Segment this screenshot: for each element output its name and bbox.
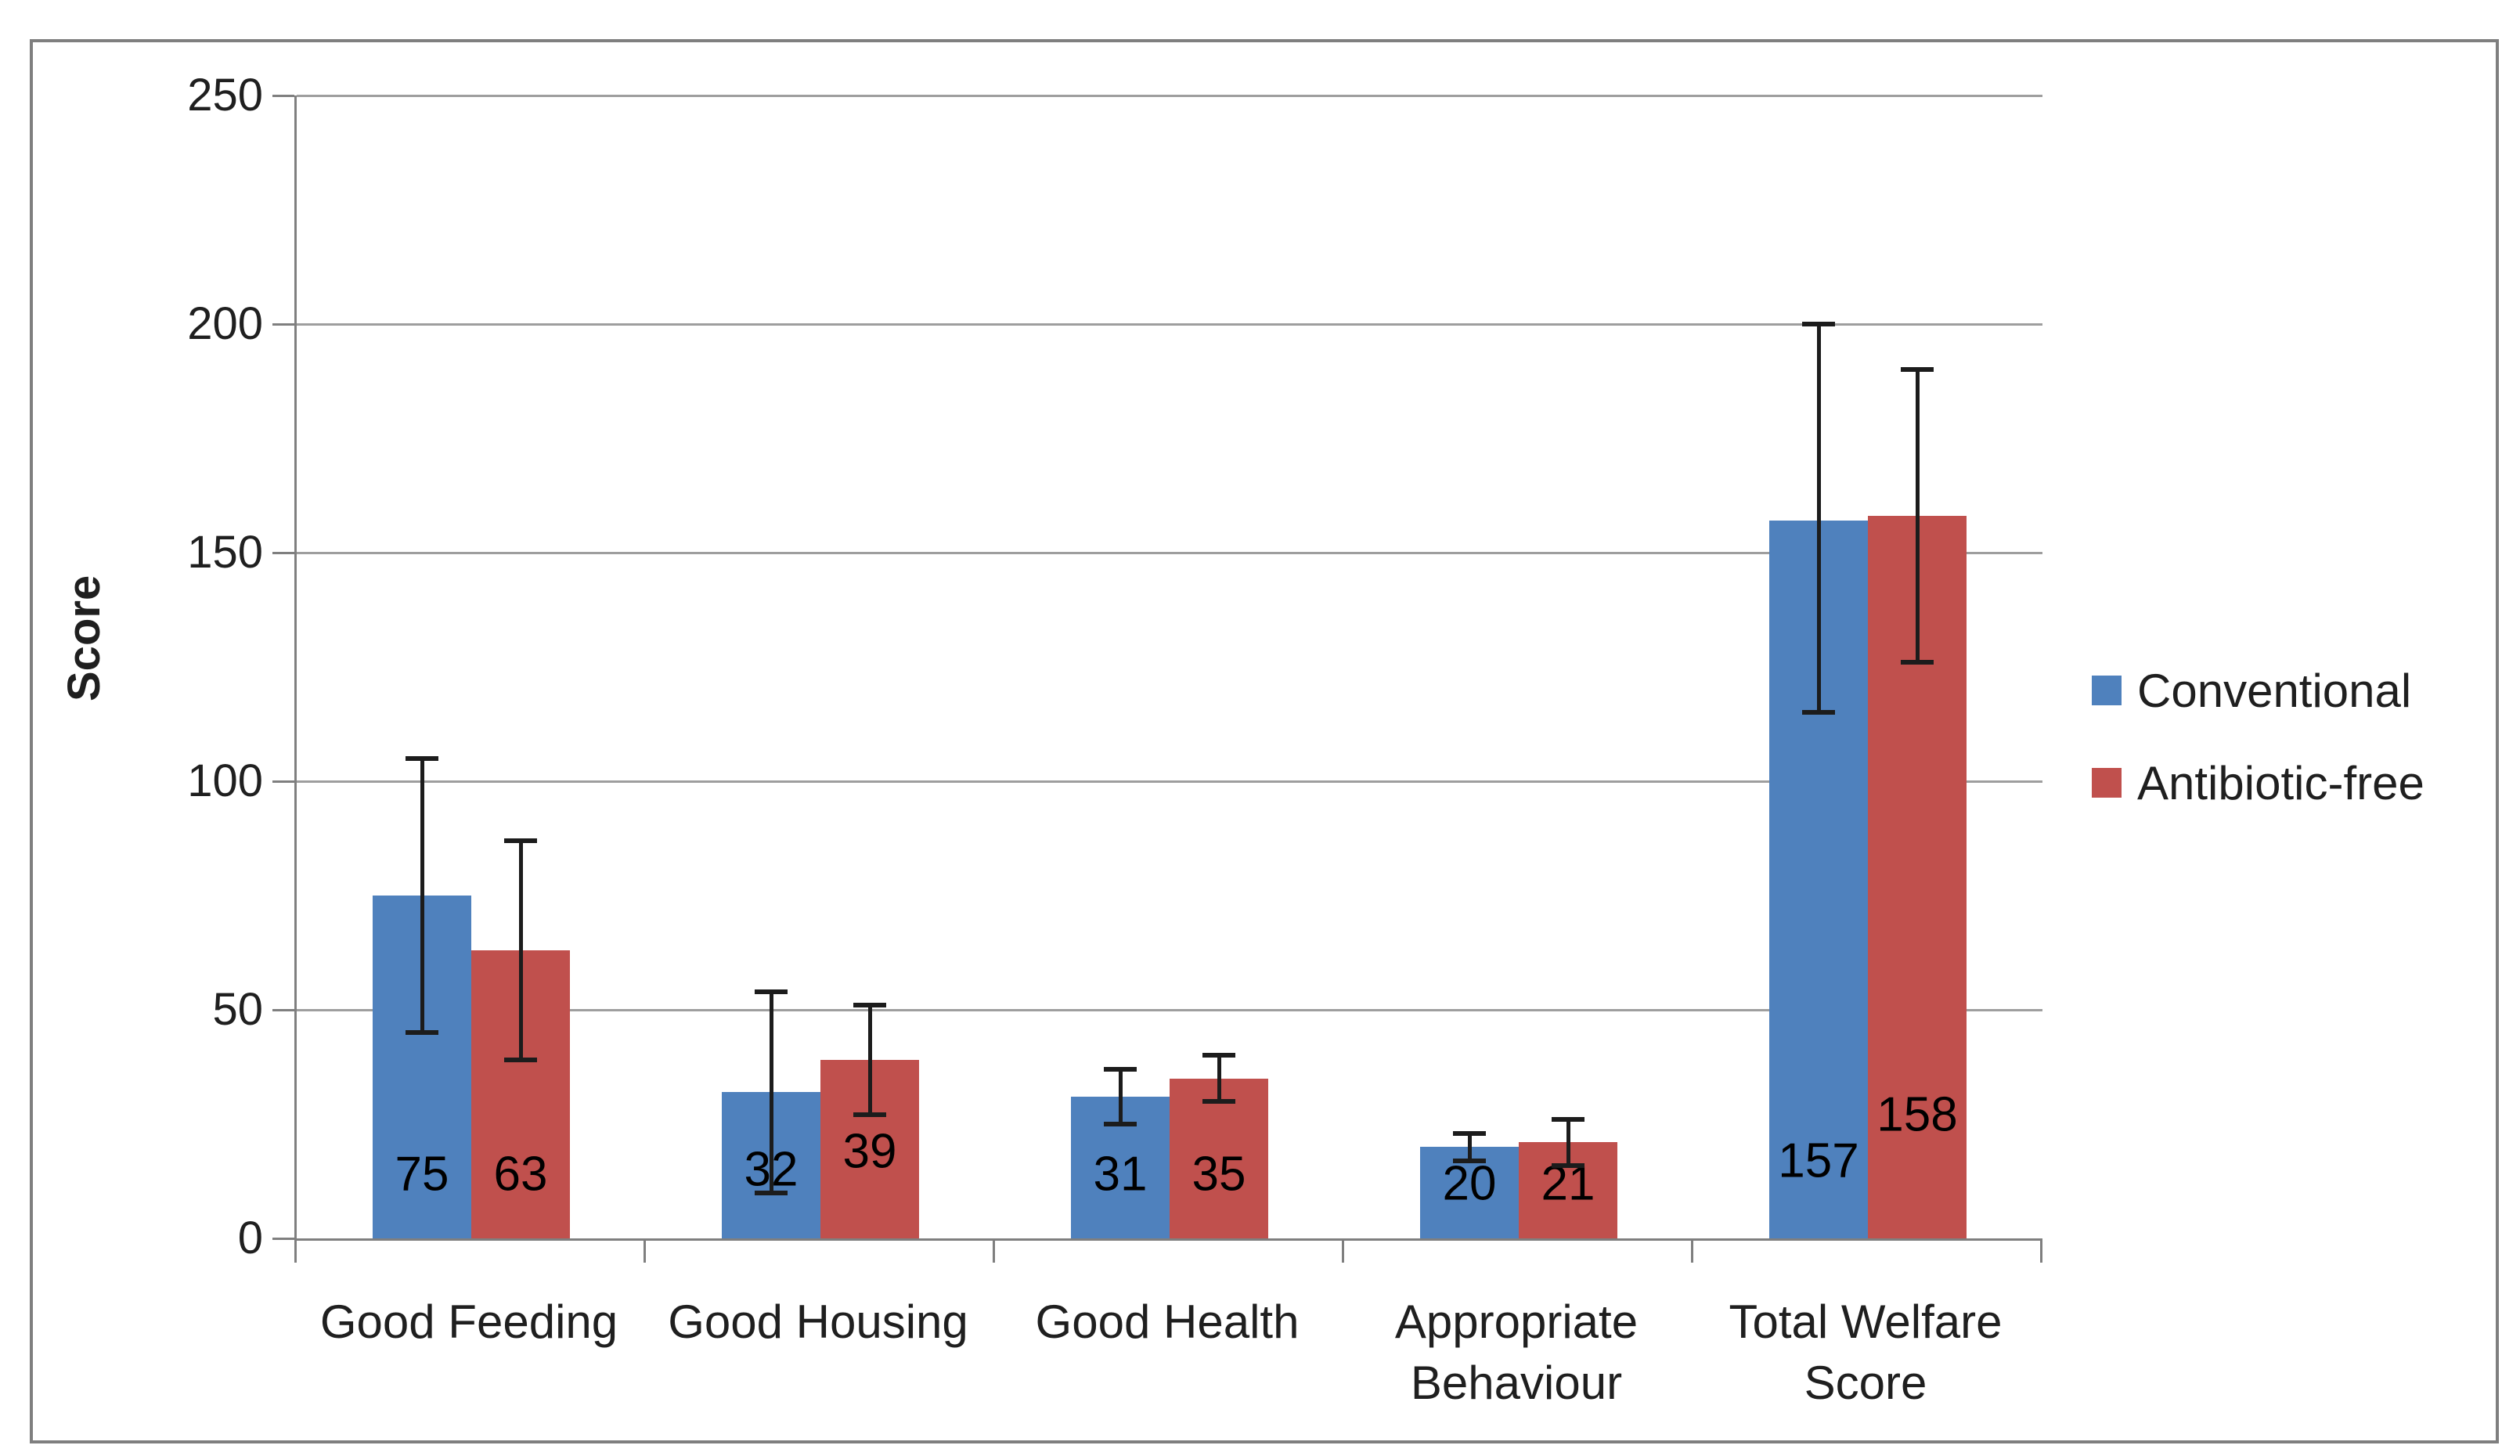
error-cap-bottom-conventional-appropriate-behaviour — [1453, 1158, 1486, 1163]
bar-group-total-welfare-score: 157 158 — [1693, 96, 2042, 1238]
legend-swatch-antibiotic-free — [2092, 768, 2122, 798]
y-tick-label-100: 100 — [187, 755, 263, 806]
error-bar-antibiotic-free-good-feeding — [518, 840, 523, 1061]
x-axis-tick-5 — [2040, 1241, 2042, 1263]
bar-value-label-antibiotic-free-total-welfare-score: 158 — [1876, 1087, 1958, 1142]
x-axis-tick-0 — [294, 1241, 297, 1263]
x-axis-tick-3 — [1342, 1241, 1344, 1263]
bar-value-label-conventional-good-health: 31 — [1093, 1147, 1148, 1202]
gridline-100 — [297, 780, 2042, 783]
bar-value-label-antibiotic-free-good-feeding: 63 — [493, 1147, 548, 1202]
bar-group-good-housing: 32 39 — [646, 96, 995, 1238]
error-cap-bottom-antibiotic-free-good-health — [1202, 1098, 1235, 1104]
gridline-150 — [297, 551, 2042, 554]
error-bar-antibiotic-free-good-health — [1217, 1055, 1221, 1101]
legend-label-conventional: Conventional — [2137, 664, 2412, 717]
error-cap-bottom-antibiotic-free-total-welfare-score — [1901, 660, 1934, 665]
error-bar-conventional-total-welfare-score — [1816, 324, 1821, 713]
y-axis-title: Score — [59, 575, 110, 701]
chart-figure: Score 75 63 32 39 31 35 20 21 157 158 0 50 100 150 20… — [30, 39, 2499, 1443]
bar-group-appropriate-behaviour: 20 21 — [1344, 96, 1693, 1238]
error-cap-top-conventional-appropriate-behaviour — [1453, 1130, 1486, 1136]
error-bar-conventional-good-health — [1118, 1069, 1123, 1124]
gridline-50 — [297, 1008, 2042, 1011]
error-bar-conventional-good-housing — [769, 991, 773, 1193]
error-bar-antibiotic-free-good-housing — [867, 1005, 872, 1115]
y-tick-label-50: 50 — [212, 984, 263, 1035]
error-cap-bottom-antibiotic-free-good-feeding — [504, 1058, 537, 1063]
error-cap-top-antibiotic-free-good-housing — [853, 1003, 886, 1008]
legend-item-conventional: Conventional — [2092, 665, 2424, 717]
y-tick-label-0: 0 — [237, 1213, 263, 1263]
plot-area: 75 63 32 39 31 35 20 21 157 158 — [294, 94, 2042, 1241]
bar-antibiotic-free-good-health — [1170, 1078, 1268, 1238]
gridline-200 — [297, 323, 2042, 326]
error-cap-top-conventional-good-health — [1104, 1066, 1137, 1072]
legend-item-antibiotic-free: Antibiotic-free — [2092, 757, 2424, 809]
bar-value-label-conventional-good-feeding: 75 — [395, 1147, 449, 1202]
error-cap-bottom-antibiotic-free-good-housing — [853, 1112, 886, 1118]
error-bar-conventional-good-feeding — [420, 758, 424, 1033]
y-tick-label-150: 150 — [187, 527, 263, 578]
bar-group-good-health: 31 35 — [995, 96, 1344, 1238]
y-axis-tick-50 — [272, 1008, 294, 1011]
bar-value-label-antibiotic-free-good-housing: 39 — [842, 1124, 897, 1179]
y-tick-label-200: 200 — [187, 298, 263, 349]
error-cap-top-antibiotic-free-good-feeding — [504, 838, 537, 843]
y-axis-tick-100 — [272, 780, 294, 783]
gridline-250 — [297, 94, 2042, 97]
error-cap-top-antibiotic-free-total-welfare-score — [1901, 367, 1934, 373]
y-tick-label-250: 250 — [187, 70, 263, 121]
error-cap-top-antibiotic-free-good-health — [1202, 1053, 1235, 1058]
x-category-label-good-feeding: Good Feeding — [319, 1296, 618, 1348]
x-category-label-appropriate-behaviour: Appropriate Behaviour — [1394, 1296, 1639, 1409]
error-cap-top-conventional-good-housing — [755, 989, 788, 994]
error-cap-bottom-conventional-total-welfare-score — [1802, 710, 1835, 715]
y-axis-tick-0 — [272, 1237, 294, 1240]
y-axis-tick-150 — [272, 551, 294, 554]
error-cap-bottom-antibiotic-free-appropriate-behaviour — [1552, 1162, 1584, 1168]
bar-group-good-feeding: 75 63 — [297, 96, 646, 1238]
x-axis-tick-2 — [993, 1241, 995, 1263]
legend: Conventional Antibiotic-free — [2092, 665, 2424, 858]
bar-value-label-conventional-appropriate-behaviour: 20 — [1442, 1156, 1497, 1211]
x-axis-tick-1 — [644, 1241, 646, 1263]
error-bar-conventional-appropriate-behaviour — [1467, 1133, 1472, 1161]
error-cap-top-conventional-good-feeding — [406, 755, 438, 761]
bar-value-label-conventional-total-welfare-score: 157 — [1778, 1133, 1859, 1188]
x-category-label-total-welfare-score: Total Welfare Score — [1729, 1296, 2003, 1409]
x-axis-tick-4 — [1691, 1241, 1693, 1263]
error-cap-bottom-conventional-good-health — [1104, 1122, 1137, 1126]
error-cap-bottom-conventional-good-feeding — [406, 1030, 438, 1036]
error-cap-top-conventional-total-welfare-score — [1802, 322, 1835, 326]
error-bar-antibiotic-free-total-welfare-score — [1915, 369, 1920, 663]
x-category-label-good-health: Good Health — [1035, 1296, 1300, 1348]
y-axis-tick-250 — [272, 94, 294, 97]
bar-value-label-antibiotic-free-good-health: 35 — [1192, 1147, 1246, 1202]
error-cap-bottom-conventional-good-housing — [755, 1190, 788, 1195]
x-category-label-good-housing: Good Housing — [668, 1296, 968, 1348]
error-cap-top-antibiotic-free-appropriate-behaviour — [1552, 1117, 1584, 1123]
legend-swatch-conventional — [2092, 676, 2122, 705]
y-axis-tick-200 — [272, 323, 294, 326]
legend-label-antibiotic-free: Antibiotic-free — [2137, 756, 2424, 809]
error-bar-antibiotic-free-appropriate-behaviour — [1566, 1119, 1570, 1166]
